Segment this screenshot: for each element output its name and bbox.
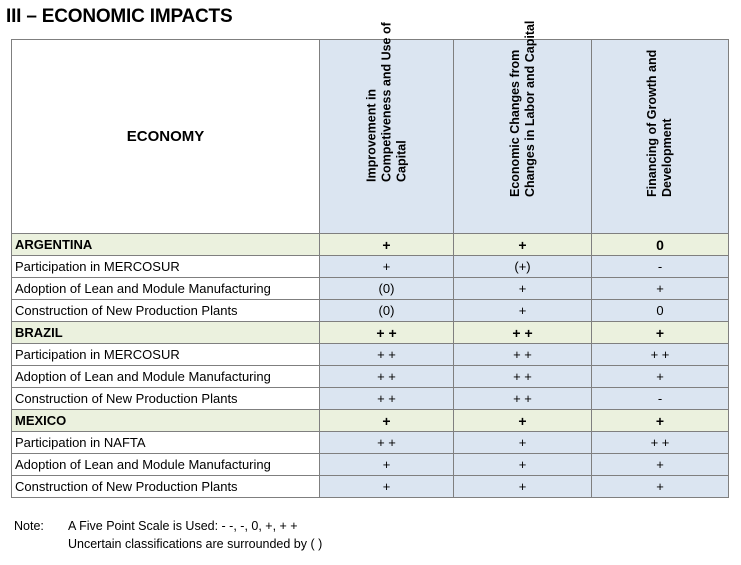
country-name: ARGENTINA xyxy=(11,233,320,256)
column-header-competitiveness: Improvement in Competiveness and Use of … xyxy=(319,22,454,234)
table-row: Adoption of Lean and Module Manufacturin… xyxy=(11,365,729,388)
rating-cell: + xyxy=(453,475,592,498)
table-row: Participation in MERCOSUR + + + + + + xyxy=(11,343,729,366)
table-row: Adoption of Lean and Module Manufacturin… xyxy=(11,453,729,476)
table-row: Construction of New Production Plants + + + xyxy=(11,475,729,498)
row-label: Participation in NAFTA xyxy=(11,431,320,454)
rating-cell: + xyxy=(319,255,454,278)
row-label: Adoption of Lean and Module Manufacturin… xyxy=(11,277,320,300)
rating-cell: (+) xyxy=(453,255,592,278)
rating-cell: + xyxy=(453,453,592,476)
rating-cell: + xyxy=(591,409,729,432)
rating-cell: + + xyxy=(319,321,454,344)
footnote: Note: A Five Point Scale is Used: - -, -,… xyxy=(14,517,322,553)
rating-cell: + + xyxy=(319,343,454,366)
country-row: BRAZIL + + + + + xyxy=(11,321,729,344)
country-row: MEXICO + + + xyxy=(11,409,729,432)
column-header-label: Financing of Growth and Development xyxy=(645,49,674,197)
rating-cell: + xyxy=(453,299,592,322)
note-uncertain-text: Uncertain classifications are surrounded… xyxy=(68,537,323,551)
rating-cell: + xyxy=(591,321,729,344)
rating-cell: + xyxy=(453,233,592,256)
rating-cell: + xyxy=(319,453,454,476)
row-label: Participation in MERCOSUR xyxy=(11,343,320,366)
rating-cell: + xyxy=(319,475,454,498)
rating-cell: (0) xyxy=(319,277,454,300)
row-label: Construction of New Production Plants xyxy=(11,475,320,498)
table-row: Participation in MERCOSUR + (+) - xyxy=(11,255,729,278)
page-title: III – ECONOMIC IMPACTS xyxy=(6,6,233,27)
rating-cell: + + xyxy=(591,343,729,366)
rating-cell: + + xyxy=(591,431,729,454)
rating-cell: + xyxy=(591,475,729,498)
table-header-row: ECONOMY Improvement in Competiveness and… xyxy=(11,21,729,234)
rating-cell: + + xyxy=(319,387,454,410)
rating-cell: (0) xyxy=(319,299,454,322)
row-label: Adoption of Lean and Module Manufacturin… xyxy=(11,453,320,476)
table-row: Participation in NAFTA + + + + + xyxy=(11,431,729,454)
rating-cell: + xyxy=(591,277,729,300)
rating-cell: + xyxy=(453,409,592,432)
rating-cell: + xyxy=(591,453,729,476)
row-label: Construction of New Production Plants xyxy=(11,299,320,322)
rating-cell: + + xyxy=(453,365,592,388)
row-label: Adoption of Lean and Module Manufacturin… xyxy=(11,365,320,388)
rating-cell: + xyxy=(591,365,729,388)
rating-cell: + + xyxy=(453,387,592,410)
table-row: Construction of New Production Plants + +… xyxy=(11,387,729,410)
country-row: ARGENTINA + +0 xyxy=(11,233,729,256)
rating-cell: + + xyxy=(319,365,454,388)
rating-cell: + + xyxy=(319,431,454,454)
note-scale-text: A Five Point Scale is Used: - -, -, 0, +… xyxy=(68,519,298,533)
table-row: Adoption of Lean and Module Manufacturin… xyxy=(11,277,729,300)
row-label: Construction of New Production Plants xyxy=(11,387,320,410)
note-label: Note: xyxy=(14,519,44,533)
table-row: Construction of New Production Plants (0)… xyxy=(11,299,729,322)
rating-cell: - xyxy=(591,255,729,278)
column-header-financing: Financing of Growth and Development xyxy=(591,39,729,234)
country-name: BRAZIL xyxy=(11,321,320,344)
rating-cell: 0 xyxy=(591,233,729,256)
rating-cell: 0 xyxy=(591,299,729,322)
column-header-labor-capital: Economic Changes from Changes in Labor a… xyxy=(453,21,592,234)
rating-cell: + xyxy=(453,277,592,300)
rating-cell: + + xyxy=(453,321,592,344)
rating-cell: + xyxy=(453,431,592,454)
rating-cell: + xyxy=(319,233,454,256)
row-label: Participation in MERCOSUR xyxy=(11,255,320,278)
rating-cell: - xyxy=(591,387,729,410)
country-name: MEXICO xyxy=(11,409,320,432)
column-header-label: Economic Changes from Changes in Labor a… xyxy=(507,20,537,197)
economic-impacts-table: ECONOMY Improvement in Competiveness and… xyxy=(11,21,729,498)
rating-cell: + xyxy=(319,409,454,432)
economy-header: ECONOMY xyxy=(11,39,320,234)
column-header-label: Improvement in Competiveness and Use of … xyxy=(364,22,408,182)
rating-cell: + + xyxy=(453,343,592,366)
